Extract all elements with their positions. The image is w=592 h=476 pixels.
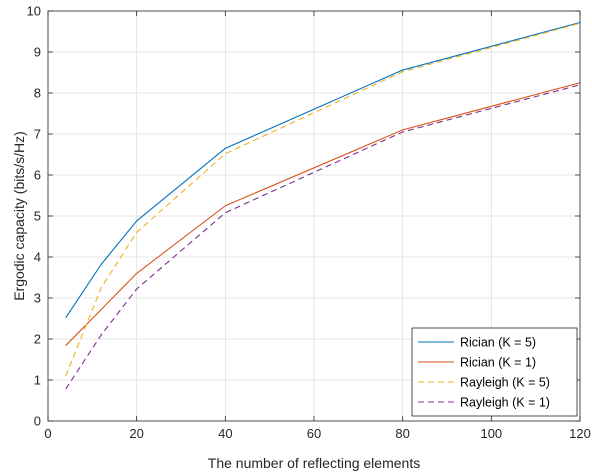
series-line-0 (65, 21, 581, 318)
y-tick-label: 6 (34, 168, 41, 183)
legend: Rician (K = 5) Rician (K = 1) Rayleigh (… (411, 327, 578, 417)
x-tick-label: 20 (129, 426, 143, 441)
legend-label-rician-k5: Rician (K = 5) (460, 336, 536, 350)
y-tick-label: 5 (34, 209, 41, 224)
series-line-1 (65, 82, 581, 346)
axis-ticks (47, 10, 581, 422)
x-axis-title: The number of reflecting elements (208, 455, 420, 471)
y-axis-title: Ergodic capacity (bits/s/Hz) (11, 131, 27, 301)
legend-label-rician-k1: Rician (K = 1) (460, 356, 536, 370)
y-tick-label: 8 (34, 86, 41, 101)
x-tick-label: 40 (218, 426, 232, 441)
series-line-2 (65, 22, 581, 377)
y-tick-label: 10 (27, 4, 41, 19)
x-tick-label: 120 (569, 426, 591, 441)
legend-label-rayleigh-k5: Rayleigh (K = 5) (460, 376, 550, 390)
y-tick-label: 4 (34, 250, 41, 265)
y-tick-label: 2 (34, 332, 41, 347)
legend-label-rayleigh-k1: Rayleigh (K = 1) (460, 396, 550, 410)
x-tick-label: 80 (395, 426, 409, 441)
legend-box (411, 327, 578, 417)
axis-tick-labels: 0 20 40 60 80 100 120 0 1 2 3 4 5 6 7 8 9 10 (27, 4, 591, 442)
x-tick-label: 100 (480, 426, 502, 441)
y-tick-label: 1 (34, 373, 41, 388)
series-line-3 (65, 84, 581, 390)
y-tick-label: 7 (34, 127, 41, 142)
x-tick-label: 0 (44, 426, 51, 441)
y-tick-label: 3 (34, 291, 41, 306)
x-tick-label: 60 (307, 426, 321, 441)
series-layer (65, 21, 581, 390)
y-tick-label: 0 (34, 414, 41, 429)
y-tick-label: 9 (34, 45, 41, 60)
